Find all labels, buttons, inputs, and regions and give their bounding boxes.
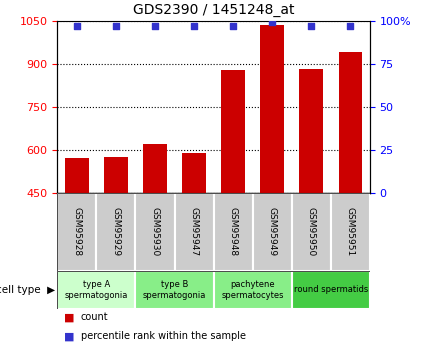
Bar bbox=[96, 193, 136, 271]
Bar bbox=[182, 153, 206, 193]
Point bbox=[269, 20, 275, 25]
Text: GSM95950: GSM95950 bbox=[307, 207, 316, 257]
Text: percentile rank within the sample: percentile rank within the sample bbox=[81, 332, 246, 341]
Point bbox=[191, 23, 198, 29]
Point bbox=[308, 23, 314, 29]
Bar bbox=[175, 193, 213, 271]
Bar bbox=[221, 70, 245, 193]
Text: GSM95929: GSM95929 bbox=[111, 207, 120, 257]
Text: GSM95948: GSM95948 bbox=[229, 207, 238, 257]
Bar bbox=[261, 25, 284, 193]
Bar bbox=[57, 193, 96, 271]
Bar bbox=[338, 52, 362, 193]
Bar bbox=[57, 271, 136, 309]
Bar bbox=[252, 193, 292, 271]
Bar bbox=[331, 193, 370, 271]
Bar bbox=[213, 271, 292, 309]
Bar bbox=[213, 193, 252, 271]
Text: type A
spermatogonia: type A spermatogonia bbox=[65, 280, 128, 299]
Text: cell type  ▶: cell type ▶ bbox=[0, 285, 55, 295]
Bar bbox=[300, 69, 323, 193]
Bar bbox=[136, 271, 213, 309]
Text: type B
spermatogonia: type B spermatogonia bbox=[143, 280, 206, 299]
Text: count: count bbox=[81, 313, 108, 322]
Text: round spermatids: round spermatids bbox=[294, 285, 368, 294]
Point bbox=[74, 23, 80, 29]
Text: ■: ■ bbox=[64, 313, 74, 322]
Text: GSM95951: GSM95951 bbox=[346, 207, 355, 257]
Text: pachytene
spermatocytes: pachytene spermatocytes bbox=[221, 280, 284, 299]
Point bbox=[347, 23, 354, 29]
Bar bbox=[136, 193, 175, 271]
Text: GSM95928: GSM95928 bbox=[72, 207, 82, 257]
Bar bbox=[143, 144, 167, 193]
Bar bbox=[292, 193, 331, 271]
Point bbox=[230, 23, 236, 29]
Text: GSM95949: GSM95949 bbox=[268, 207, 277, 257]
Point bbox=[152, 23, 159, 29]
Title: GDS2390 / 1451248_at: GDS2390 / 1451248_at bbox=[133, 3, 294, 17]
Text: GSM95930: GSM95930 bbox=[150, 207, 159, 257]
Bar bbox=[104, 157, 128, 193]
Bar bbox=[292, 271, 370, 309]
Text: ■: ■ bbox=[64, 332, 74, 341]
Point bbox=[113, 23, 119, 29]
Bar bbox=[65, 158, 88, 193]
Text: GSM95947: GSM95947 bbox=[190, 207, 198, 257]
